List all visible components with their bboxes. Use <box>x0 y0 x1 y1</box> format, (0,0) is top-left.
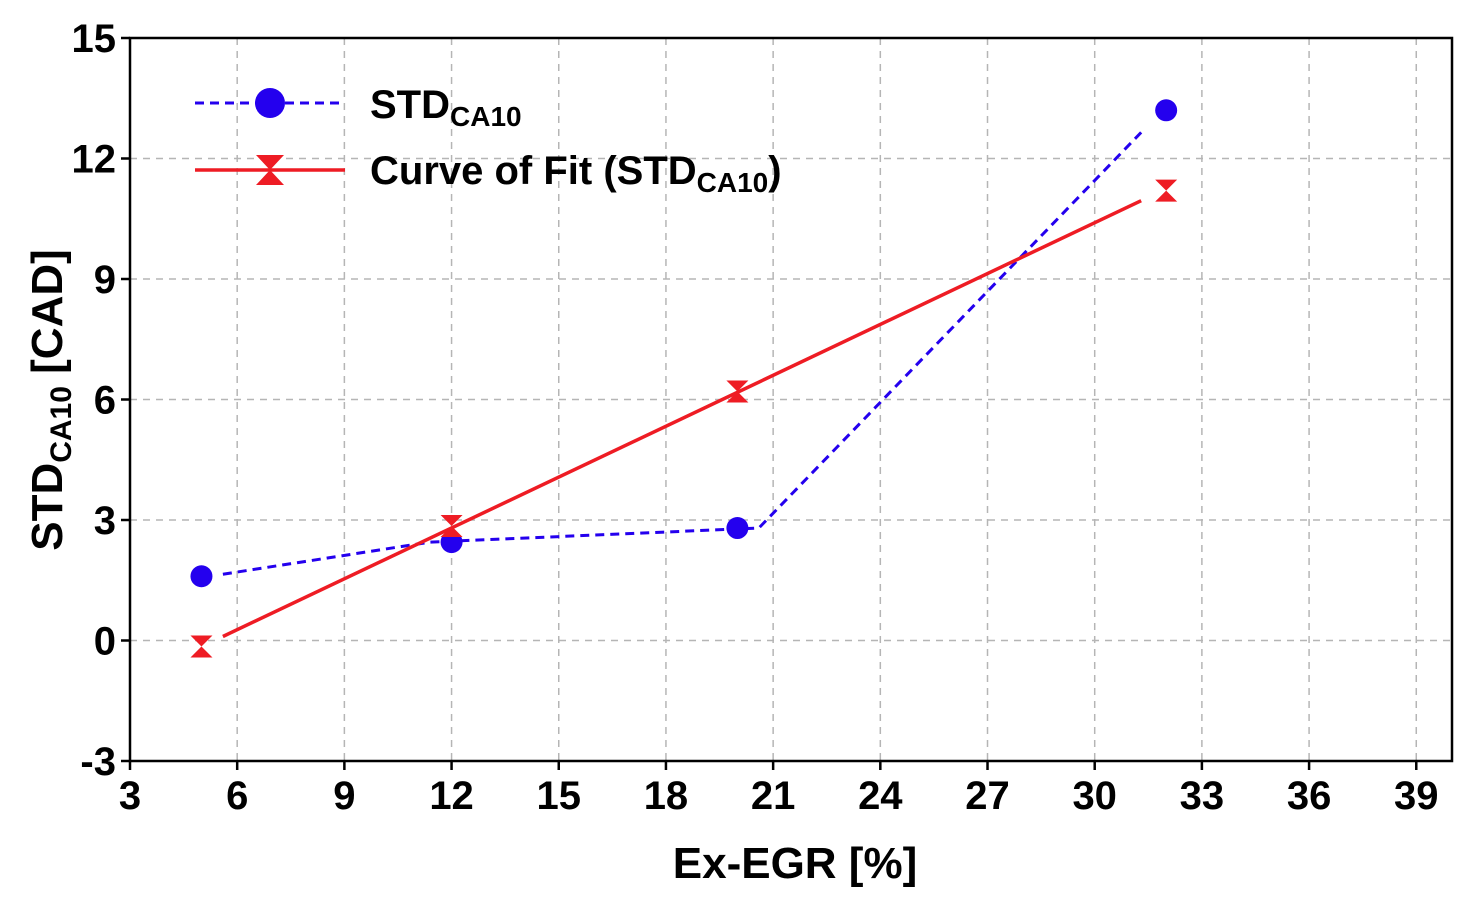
series-1-point <box>1155 179 1178 202</box>
x-axis-title: Ex-EGR [%] <box>673 839 917 888</box>
y-tick-label: 3 <box>94 499 116 543</box>
legend-std-label: STDCA10 <box>370 83 522 132</box>
x-tick-labels: 3 6 9 12 15 18 21 24 27 30 33 36 39 <box>119 774 1439 818</box>
x-tick-label: 39 <box>1394 774 1439 818</box>
legend-fit-marker <box>256 155 284 185</box>
legend-fit-label-sub: CA10 <box>697 167 769 198</box>
series-0-point <box>190 565 213 588</box>
x-tick-label: 3 <box>119 774 141 818</box>
legend-std-marker <box>255 88 285 118</box>
y-tick-labels: -3 0 3 6 9 12 15 <box>72 17 117 784</box>
legend-fit-label-main: Curve of Fit (STD <box>370 149 697 193</box>
x-tick-label: 9 <box>333 774 355 818</box>
y-tick-label: 9 <box>94 258 116 302</box>
series-0-point <box>1155 99 1178 122</box>
y-axis-title-sub: CA10 <box>45 386 78 463</box>
x-tick-label: 36 <box>1287 774 1332 818</box>
x-tick-label: 24 <box>858 774 903 818</box>
x-tick-label: 21 <box>751 774 796 818</box>
grid <box>130 38 1452 761</box>
series-1-line <box>222 199 1142 639</box>
legend-std-label-main: STD <box>370 83 450 127</box>
legend-fit-label: Curve of Fit (STDCA10) <box>370 149 782 198</box>
series-0-line <box>222 131 1143 576</box>
y-axis-title-unit: [CAD] <box>23 249 72 386</box>
legend-entry-fit: Curve of Fit (STDCA10) <box>195 149 782 198</box>
series-1-point <box>440 515 463 538</box>
x-tick-label: 18 <box>644 774 689 818</box>
series-1-point <box>190 635 213 658</box>
x-tick-label: 27 <box>965 774 1010 818</box>
y-tick-label: -3 <box>80 740 116 784</box>
x-tick-label: 12 <box>429 774 474 818</box>
x-tick-label: 6 <box>226 774 248 818</box>
series-1-point <box>726 380 749 403</box>
legend-std-label-sub: CA10 <box>450 101 522 132</box>
legend-entry-std: STDCA10 <box>195 83 522 132</box>
series-0-point <box>726 517 749 540</box>
axis-ticks <box>121 36 1418 770</box>
y-tick-label: 0 <box>94 620 116 664</box>
legend-fit-label-suffix: ) <box>768 149 781 193</box>
y-tick-label: 12 <box>72 138 117 182</box>
series-markers <box>190 99 1178 658</box>
y-axis-title: STDCA10 [CAD] <box>23 249 78 551</box>
x-tick-label: 15 <box>537 774 582 818</box>
series-lines <box>222 131 1143 639</box>
y-tick-label: 6 <box>94 379 116 423</box>
y-tick-label: 15 <box>72 17 117 61</box>
x-tick-label: 33 <box>1180 774 1225 818</box>
legend: STDCA10 Curve of Fit (STDCA10) <box>195 83 782 198</box>
y-axis-title-main: STD <box>23 463 72 551</box>
x-tick-label: 30 <box>1072 774 1117 818</box>
